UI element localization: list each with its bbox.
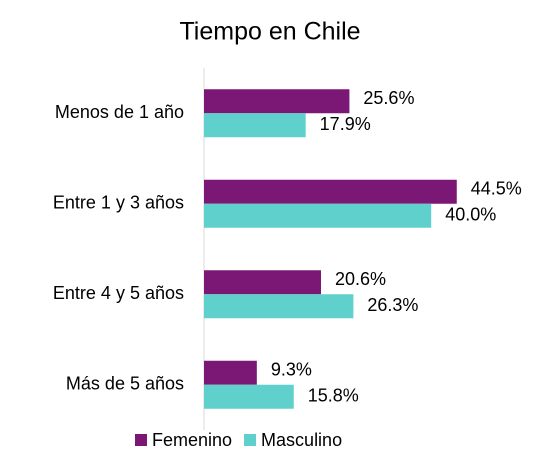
data-label: 25.6% — [363, 88, 414, 108]
data-label: 44.5% — [471, 179, 522, 199]
data-label: 17.9% — [320, 114, 371, 134]
bar — [204, 360, 257, 385]
bar — [204, 113, 306, 138]
legend-label: Femenino — [152, 430, 232, 450]
data-label: 15.8% — [308, 386, 359, 406]
data-label: 20.6% — [335, 269, 386, 289]
data-label: 9.3% — [271, 360, 312, 380]
bar — [204, 270, 322, 295]
y-tick-label: Menos de 1 año — [55, 102, 184, 122]
y-tick-label: Entre 1 y 3 años — [53, 193, 184, 213]
legend-label: Masculino — [261, 430, 342, 450]
bar — [204, 203, 432, 228]
bar — [204, 384, 294, 409]
bar — [204, 89, 350, 114]
y-tick-label: Más de 5 años — [66, 374, 184, 394]
chart-title: Tiempo en Chile — [179, 18, 360, 46]
y-tick-label: Entre 4 y 5 años — [53, 283, 184, 303]
legend-swatch — [244, 434, 257, 446]
data-label: 26.3% — [367, 295, 418, 315]
data-label: 40.0% — [445, 205, 496, 225]
legend-swatch — [135, 434, 147, 446]
bar — [204, 294, 354, 319]
bar — [204, 179, 457, 204]
